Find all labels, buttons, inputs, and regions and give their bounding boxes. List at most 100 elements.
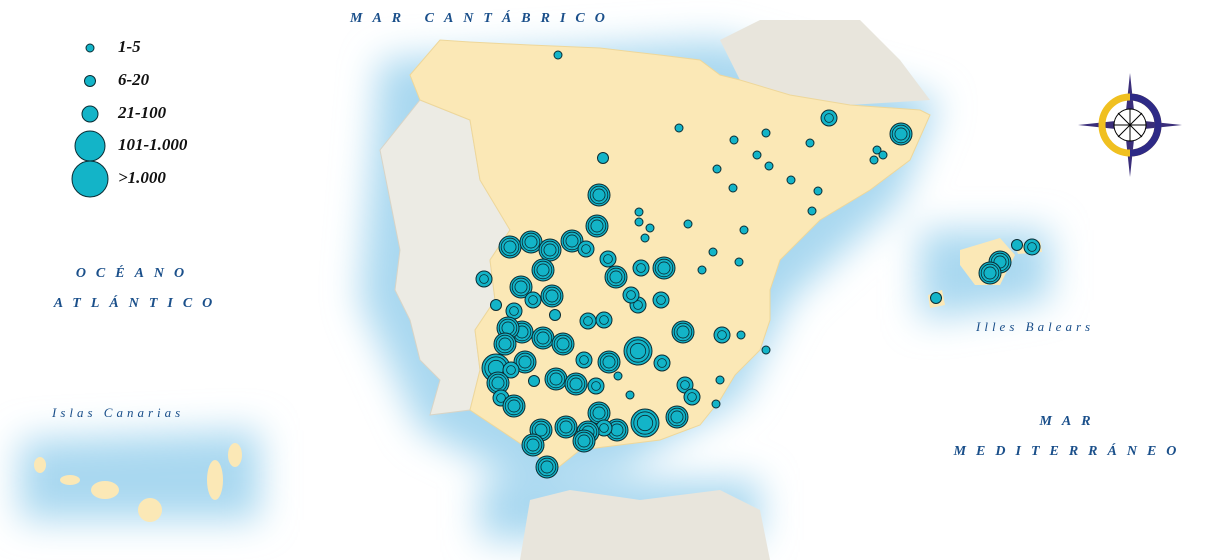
marker-ring: [891, 124, 911, 144]
site-marker: [531, 326, 555, 350]
marker-ring: [636, 263, 646, 273]
site-marker: [674, 123, 684, 133]
marker-ring: [523, 435, 543, 455]
marker-ring: [504, 396, 524, 416]
marker-ring: [591, 381, 601, 391]
site-marker: [531, 258, 555, 282]
site-marker: [683, 219, 693, 229]
legend-label: 6-20: [118, 70, 150, 89]
legend-label: 101-1.000: [118, 135, 188, 154]
legend-label: 1-5: [118, 37, 141, 56]
marker-ring: [496, 393, 506, 403]
marker-ring: [562, 231, 582, 251]
island-label: Islas Canarias: [51, 405, 184, 420]
marker-ring: [509, 306, 519, 316]
site-marker: [872, 145, 882, 155]
site-marker: [613, 371, 623, 381]
marker-ring: [500, 237, 520, 257]
site-marker: [671, 320, 695, 344]
marker-ring: [574, 431, 594, 451]
site-marker: [634, 217, 644, 227]
marker-ring: [545, 289, 559, 303]
site-marker: [978, 261, 1002, 285]
legend-label: >1.000: [118, 168, 166, 187]
marker-ring: [556, 337, 570, 351]
marker-ring: [717, 330, 727, 340]
site-marker: [623, 336, 653, 366]
site-marker: [585, 214, 609, 238]
site-marker: [652, 256, 676, 280]
site-marker: [761, 345, 771, 355]
site-marker: [630, 408, 660, 438]
site-marker: [764, 161, 774, 171]
site-marker: [579, 312, 597, 330]
site-marker: [513, 350, 537, 374]
site-marker: [652, 291, 670, 309]
compass: [1078, 73, 1182, 177]
marker-ring: [528, 295, 538, 305]
legend-symbol: [84, 75, 96, 87]
marker-ring: [514, 280, 528, 294]
marker-ring: [534, 423, 548, 437]
site-marker: [665, 405, 689, 429]
site-marker: [869, 155, 879, 165]
site-marker: [712, 164, 722, 174]
marker-ring: [524, 235, 538, 249]
site-marker: [761, 128, 771, 138]
marker-ring: [579, 355, 589, 365]
marker-ring: [983, 266, 997, 280]
site-marker: [551, 332, 575, 356]
site-marker: [502, 361, 520, 379]
marker-ring: [491, 376, 505, 390]
africa: [520, 490, 770, 560]
sea-label: MAR CANTÁBRICO: [349, 9, 615, 26]
marker-ring: [626, 290, 636, 300]
site-marker: [560, 229, 584, 253]
marker-ring: [559, 420, 573, 434]
site-marker: [475, 270, 493, 288]
site-marker: [540, 284, 564, 308]
site-marker: [807, 206, 817, 216]
marker-ring: [894, 127, 908, 141]
legend-symbol: [74, 130, 106, 162]
marker-ring: [577, 434, 591, 448]
marker-ring: [609, 270, 623, 284]
marker-ring: [592, 188, 606, 202]
marker-ring: [1027, 242, 1037, 252]
site-marker: [625, 390, 635, 400]
marker-ring: [507, 399, 521, 413]
site-marker: [521, 433, 545, 457]
legend-symbol: [81, 105, 99, 123]
marker-ring: [599, 352, 619, 372]
site-marker: [729, 135, 739, 145]
marker-ring: [667, 407, 687, 427]
site-marker: [595, 311, 613, 329]
marker-ring: [546, 369, 566, 389]
site-marker: [645, 223, 655, 233]
markers: [475, 50, 1041, 479]
marker-ring: [633, 411, 657, 435]
legend-symbol: [85, 43, 95, 53]
marker-ring: [543, 243, 557, 257]
legend-label: 21-100: [117, 103, 167, 122]
marker-ring: [636, 414, 654, 432]
marker-ring: [592, 406, 606, 420]
site-marker: [786, 175, 796, 185]
sea-label: ATLÁNTICO: [53, 294, 223, 311]
site-marker: [697, 265, 707, 275]
site-marker: [805, 138, 815, 148]
marker-ring: [589, 185, 609, 205]
site-marker: [653, 354, 671, 372]
site-marker: [544, 367, 568, 391]
sea-label: MAR: [1038, 414, 1100, 429]
marker-ring: [549, 372, 563, 386]
marker-ring: [599, 423, 609, 433]
site-marker: [820, 109, 838, 127]
marker-ring: [536, 263, 550, 277]
marker-ring: [680, 380, 690, 390]
france: [720, 20, 930, 105]
marker-ring: [824, 113, 834, 123]
site-marker: [752, 150, 762, 160]
site-marker: [683, 388, 701, 406]
